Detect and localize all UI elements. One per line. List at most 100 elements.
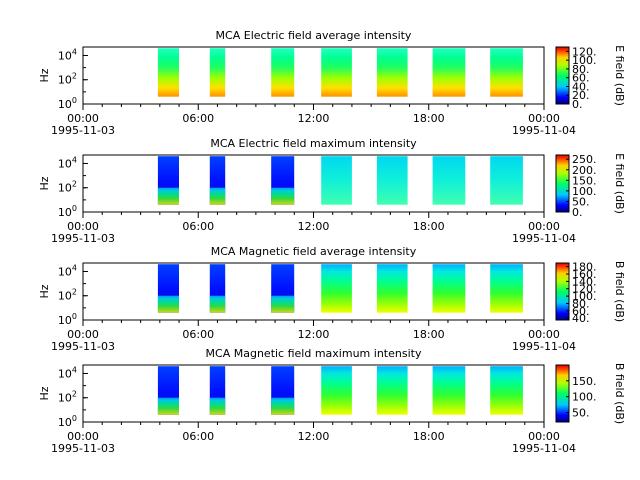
spectrogram-segment [321,264,352,313]
plot-frame [82,364,545,423]
x-tick-label: 12:00 [298,430,330,443]
colorbar-tick-label: 20. [572,89,590,102]
colorbar-tick-label: 150. [572,174,597,187]
colorbar-label: B field (dB) [613,261,626,322]
colorbar-scale [555,364,570,423]
spectrogram-segment [157,48,179,97]
colorbar-tick-label: 50. [572,195,590,208]
spectrogram-segment [271,48,295,97]
y-tick-label: 102 [58,72,77,87]
spectrogram-segment-low [209,397,226,415]
x-date-label: 1995-11-03 [51,340,115,353]
x-tick-label: 00:00 [67,328,99,341]
colorbar-tick-label: 250. [572,153,597,166]
colorbar-tick-label: 120. [572,283,597,296]
colorbar-tick-label: 40. [572,80,590,93]
spectrogram-segment [490,264,523,313]
x-tick-label: 00:00 [528,430,560,443]
y-tick-label: 100 [58,96,77,111]
spectrogram-segment [209,48,226,97]
y-tick-label: 104 [58,155,77,170]
spectrogram-segment [432,156,466,205]
x-date-label: 1995-11-04 [512,442,576,455]
colorbar-scale [555,262,570,321]
x-tick-label: 00:00 [528,112,560,125]
spectrogram-segment-low [209,187,226,205]
y-axis-label: Hz [38,68,51,82]
colorbar: 50. 100. 150. B field (dB) [555,363,626,424]
colorbar-label: E field (dB) [613,153,626,214]
spectrogram-segment-low [271,187,295,205]
spectrogram-segment-low [209,295,226,313]
spectrogram-segment [376,48,408,97]
x-tick-label: 06:00 [182,112,214,125]
colorbar-tick-label: 150. [572,375,597,388]
panel-3: MCA Magnetic field average intensity 100 1… [38,245,626,353]
y-tick-label: 102 [58,390,77,405]
colorbar-label: B field (dB) [613,363,626,424]
colorbar-scale [555,46,570,105]
colorbar-tick-label: 100. [572,54,597,67]
colorbar-tick-label: 80. [572,297,590,310]
colorbar-tick-label: 100. [572,391,597,404]
y-tick-label: 104 [58,47,77,62]
x-tick-label: 06:00 [182,430,214,443]
x-tick-label: 00:00 [67,220,99,233]
x-date-label: 1995-11-03 [51,442,115,455]
y-tick-label: 100 [58,312,77,327]
x-tick-label: 00:00 [528,220,560,233]
colorbar-tick-label: 60. [572,305,590,318]
y-tick-label: 100 [58,204,77,219]
spectrogram-segment-low [157,397,179,415]
spectrogram-segment [432,264,466,313]
spectrogram-segment [376,264,408,313]
colorbar-tick-label: 50. [572,407,590,420]
colorbar-tick-label: 100. [572,290,597,303]
panel-title: MCA Electric field average intensity [216,29,412,42]
y-axis-label: Hz [38,386,51,400]
y-tick-label: 104 [58,263,77,278]
panel-title: MCA Electric field maximum intensity [210,137,417,150]
x-tick-label: 18:00 [413,112,445,125]
x-tick-label: 00:00 [528,328,560,341]
spectrogram-segment [321,48,352,97]
x-tick-label: 18:00 [413,430,445,443]
y-tick-label: 102 [58,288,77,303]
colorbar-tick-label: 160. [572,268,597,281]
x-tick-label: 12:00 [298,112,330,125]
x-tick-label: 00:00 [67,430,99,443]
colorbar-tick-label: 100. [572,185,597,198]
y-tick-label: 102 [58,180,77,195]
colorbar-tick-label: 60. [572,72,590,85]
x-tick-label: 12:00 [298,328,330,341]
panel-4: MCA Magnetic field maximum intensity 100 1… [38,347,626,455]
panel-1: MCA Electric field average intensity 100 1… [38,29,626,137]
y-tick-label: 100 [58,414,77,429]
spectrogram-segment [490,156,523,205]
spectrogram-segment-low [271,397,295,415]
colorbar-tick-label: 200. [572,164,597,177]
spectrogram-segment-low [157,187,179,205]
spectrogram-segment [376,366,408,415]
panel-2: MCA Electric field maximum intensity 100 1… [38,137,626,245]
x-tick-label: 18:00 [413,220,445,233]
x-date-label: 1995-11-04 [512,340,576,353]
x-date-label: 1995-11-04 [512,124,576,137]
colorbar-tick-label: 120. [572,45,597,58]
spectrogram-segment [432,366,466,415]
panel-title: MCA Magnetic field maximum intensity [206,347,422,360]
plot-frame [82,46,545,105]
spectrogram-segment [376,156,408,205]
x-tick-label: 06:00 [182,328,214,341]
x-tick-label: 12:00 [298,220,330,233]
colorbar-tick-label: 0. [572,206,583,219]
x-date-label: 1995-11-03 [51,124,115,137]
plot-frame [82,262,545,321]
x-date-label: 1995-11-03 [51,232,115,245]
colorbar-tick-label: 0. [572,98,583,111]
colorbar: 0.20.40.60.80.100.120. E field (dB) [555,45,626,111]
spectrogram-segment [432,48,466,97]
x-date-label: 1995-11-04 [512,232,576,245]
x-tick-label: 00:00 [67,112,99,125]
plot-frame [82,154,545,213]
